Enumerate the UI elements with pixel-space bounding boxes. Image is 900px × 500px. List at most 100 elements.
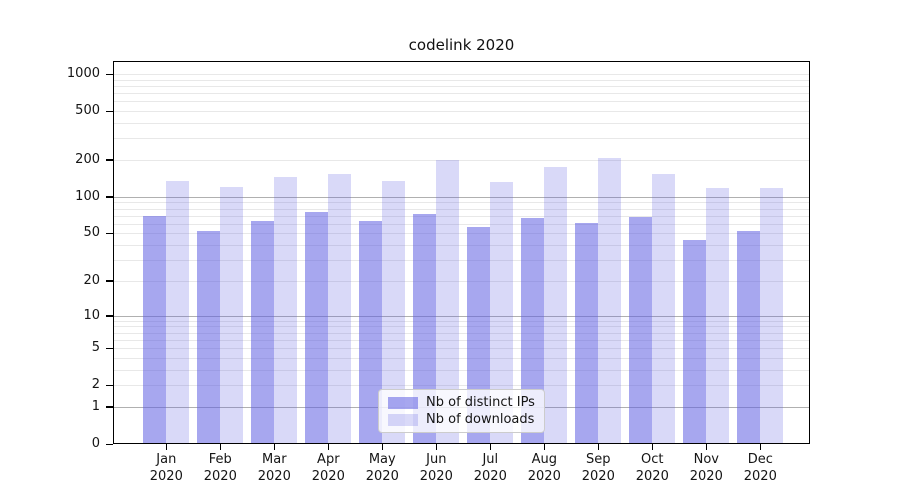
grid-minor-line [114, 245, 809, 247]
bar-downloads-may [382, 180, 406, 444]
bar-downloads-aug [544, 167, 568, 444]
x-tick-mark [489, 444, 492, 450]
x-tick-year: 2020 [527, 469, 561, 484]
legend-label-distinct-ips: Nb of distinct IPs [426, 395, 535, 410]
x-tick-label: Apr 2020 [298, 451, 358, 485]
y-tick-mark [106, 315, 113, 317]
x-tick-label: Dec 2020 [730, 451, 790, 485]
x-tick-year: 2020 [311, 469, 345, 484]
grid-minor-line [114, 385, 809, 387]
x-tick-mark [435, 444, 438, 450]
y-tick-label: 2 [91, 377, 100, 393]
bar-downloads-jul [490, 182, 514, 444]
x-tick-month: May [368, 452, 396, 467]
bar-ips-feb [197, 231, 221, 444]
x-tick-label: Oct 2020 [622, 451, 682, 485]
x-tick-label: Mar 2020 [244, 451, 304, 485]
y-tick-mark [106, 159, 113, 161]
y-tick-label: 50 [83, 225, 100, 241]
y-tick-label: 10 [83, 307, 100, 323]
x-tick-year: 2020 [635, 469, 669, 484]
grid-minor-line [114, 138, 809, 140]
y-tick-mark [106, 443, 113, 445]
x-tick-month: Jul [482, 452, 499, 467]
x-tick-mark [597, 444, 600, 450]
x-tick-mark [543, 444, 546, 450]
y-tick-mark [106, 347, 113, 350]
x-tick-month: Sep [586, 452, 611, 467]
y-tick-mark [106, 406, 113, 408]
bar-downloads-feb [220, 187, 244, 444]
x-tick-mark [219, 444, 222, 450]
x-tick-label: Jan 2020 [136, 451, 196, 485]
x-tick-mark [651, 444, 654, 450]
x-tick-month: Feb [208, 452, 232, 467]
bar-ips-may [359, 221, 383, 444]
x-tick-mark [381, 444, 384, 450]
x-tick-month: Aug [531, 452, 557, 467]
x-tick-year: 2020 [581, 469, 615, 484]
grid-minor-line [114, 332, 809, 334]
grid-minor-line [114, 369, 809, 371]
x-tick-label: Sep 2020 [568, 451, 628, 485]
x-tick-mark [759, 444, 762, 450]
x-tick-mark [705, 444, 708, 450]
bar-downloads-apr [328, 173, 352, 444]
grid-minor-line [114, 85, 809, 87]
bar-ips-jan [143, 215, 167, 444]
y-tick-label: 200 [75, 151, 100, 167]
grid-minor-line [114, 357, 809, 359]
bar-ips-sep [575, 222, 599, 444]
grid-minor-line [114, 280, 809, 282]
y-tick-mark [106, 196, 113, 198]
bar-ips-apr [305, 212, 329, 444]
y-tick-label: 500 [75, 103, 100, 119]
bar-downloads-nov [706, 188, 730, 444]
legend-item-downloads: Nb of downloads [388, 412, 535, 427]
x-tick-month: Jan [156, 452, 177, 467]
legend-label-downloads: Nb of downloads [426, 412, 535, 427]
grid-minor-line [114, 326, 809, 328]
x-tick-mark [273, 444, 276, 450]
grid-minor-line [114, 223, 809, 225]
legend-item-distinct-ips: Nb of distinct IPs [388, 395, 535, 410]
x-tick-year: 2020 [203, 469, 237, 484]
x-tick-month: Apr [317, 452, 340, 467]
grid-minor-line [114, 202, 809, 204]
x-tick-month: Nov [693, 452, 719, 467]
grid-minor-line [114, 233, 809, 235]
bar-downloads-jan [166, 180, 190, 444]
bar-ips-aug [521, 218, 545, 444]
x-tick-label: May 2020 [352, 451, 412, 485]
y-tick-label: 100 [75, 188, 100, 204]
x-tick-label: Jun 2020 [406, 451, 466, 485]
y-tick-label: 5 [91, 340, 100, 356]
grid-minor-line [114, 159, 809, 161]
grid-major-line [114, 196, 809, 198]
x-tick-month: Mar [262, 452, 287, 467]
grid-minor-line [114, 122, 809, 124]
x-tick-year: 2020 [419, 469, 453, 484]
x-tick-label: Feb 2020 [190, 451, 250, 485]
x-tick-mark [327, 444, 330, 450]
y-tick-label: 1000 [66, 66, 100, 81]
grid-minor-line [114, 93, 809, 95]
bar-downloads-oct [652, 173, 676, 444]
bar-downloads-jun [436, 159, 460, 444]
grid-minor-line [114, 348, 809, 350]
y-tick-label: 0 [91, 436, 100, 451]
grid-minor-line [114, 208, 809, 210]
x-tick-label: Aug 2020 [514, 451, 574, 485]
y-tick-mark [106, 384, 113, 387]
grid-minor-line [114, 111, 809, 113]
bar-downloads-dec [760, 187, 784, 444]
bar-ips-oct [629, 217, 653, 444]
x-tick-year: 2020 [365, 469, 399, 484]
legend: Nb of distinct IPs Nb of downloads [378, 389, 545, 433]
x-tick-month: Dec [747, 452, 773, 467]
bar-downloads-mar [274, 177, 298, 444]
